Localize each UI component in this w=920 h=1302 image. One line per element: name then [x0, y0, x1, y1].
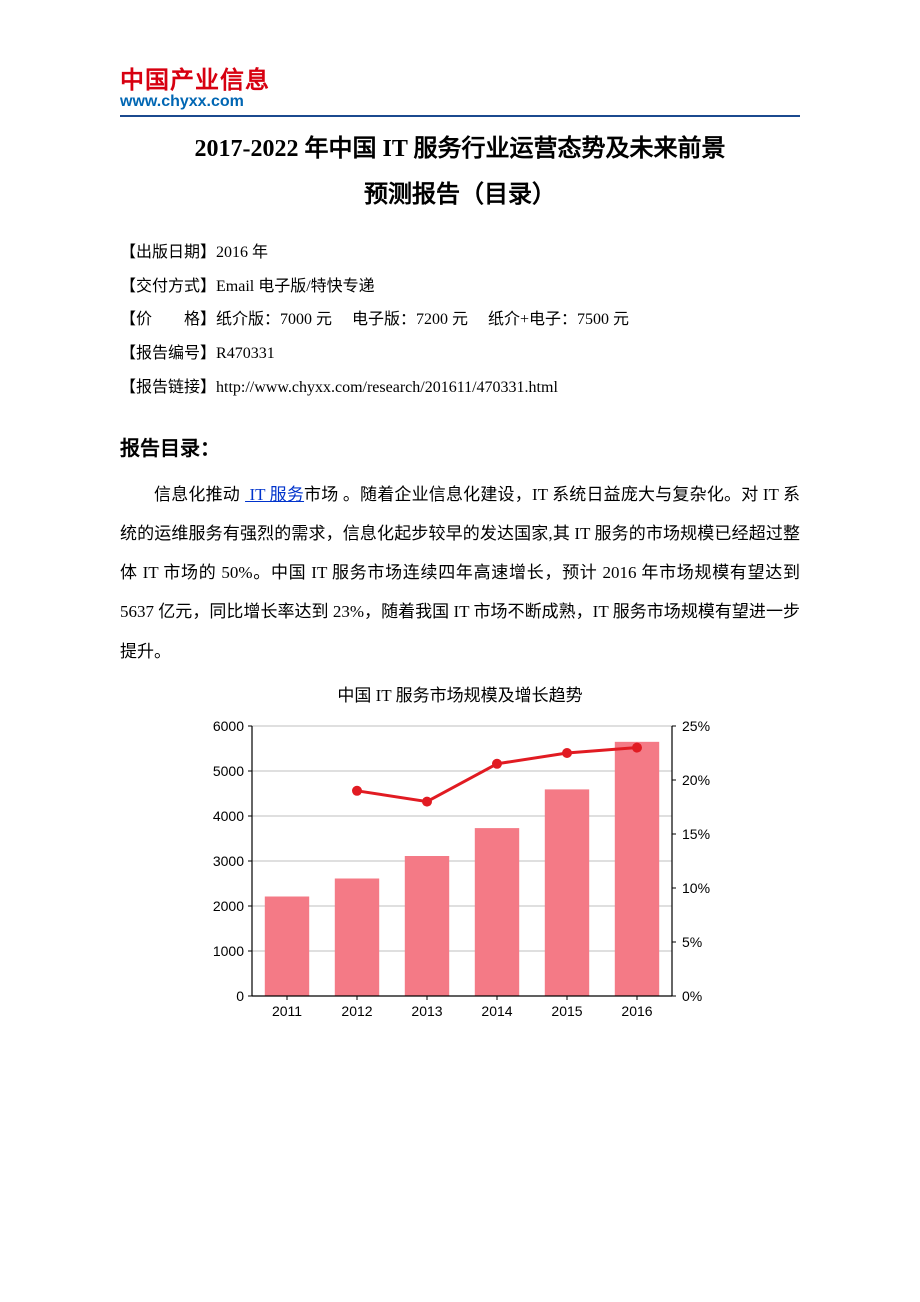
report-meta: 【出版日期】2016 年 【交付方式】Email 电子版/特快专递 【价 格】纸… [120, 236, 800, 404]
header-divider [120, 115, 800, 117]
logo-url: www.chyxx.com [120, 93, 800, 111]
svg-text:4000: 4000 [213, 808, 244, 824]
intro-paragraph: 信息化推动 IT 服务市场 。随着企业信息化建设，IT 系统日益庞大与复杂化。对… [120, 475, 800, 670]
meta-value: http://www.chyxx.com/research/201611/470… [216, 379, 558, 396]
svg-text:2014: 2014 [481, 1003, 512, 1019]
meta-label: 【出版日期】 [120, 244, 216, 261]
meta-value: R470331 [216, 345, 275, 362]
chart-title: 中国 IT 服务市场规模及增长趋势 [120, 681, 800, 706]
meta-delivery: 【交付方式】Email 电子版/特快专递 [120, 270, 800, 304]
svg-text:3000: 3000 [213, 853, 244, 869]
bar [475, 828, 518, 995]
paragraph-pre: 信息化推动 [154, 485, 240, 504]
logo-chinese: 中国产业信息 [120, 60, 800, 95]
svg-text:2000: 2000 [213, 898, 244, 914]
title-line-1: 2017-2022 年中国 IT 服务行业运营态势及未来前景 [195, 136, 726, 162]
svg-text:2015: 2015 [551, 1003, 582, 1019]
svg-text:1000: 1000 [213, 943, 244, 959]
svg-text:2011: 2011 [272, 1003, 302, 1019]
meta-value: 2016 年 [216, 244, 268, 261]
it-service-link[interactable]: IT 服务 [240, 485, 304, 504]
svg-text:15%: 15% [682, 826, 710, 842]
report-title: 2017-2022 年中国 IT 服务行业运营态势及未来前景 预测报告（目录） [120, 127, 800, 218]
meta-label: 【报告链接】 [120, 379, 216, 396]
line-marker [492, 758, 502, 768]
svg-text:0%: 0% [682, 988, 702, 1004]
svg-text:2016: 2016 [621, 1003, 652, 1019]
line-marker [562, 748, 572, 758]
meta-label: 【交付方式】 [120, 278, 216, 295]
bar [335, 879, 378, 996]
svg-text:20%: 20% [682, 772, 710, 788]
meta-report-link: 【报告链接】http://www.chyxx.com/research/2016… [120, 371, 800, 405]
bar [615, 742, 658, 996]
svg-text:5%: 5% [682, 934, 702, 950]
chart-container: 0 1000 2000 3000 4000 5000 6000 0% 5% 10% 15% 20% 25… [190, 712, 730, 1042]
logo-block: 中国产业信息 www.chyxx.com [120, 60, 800, 111]
svg-text:25%: 25% [682, 718, 710, 734]
toc-heading: 报告目录： [120, 432, 800, 461]
svg-text:2012: 2012 [341, 1003, 372, 1019]
meta-report-id: 【报告编号】R470331 [120, 337, 800, 371]
svg-text:6000: 6000 [213, 718, 244, 734]
line-marker [632, 742, 642, 752]
line-marker [352, 785, 362, 795]
line-marker [422, 796, 432, 806]
bar [265, 897, 308, 996]
title-line-2: 预测报告（目录） [364, 182, 556, 208]
meta-price: 【价 格】纸介版：7000 元 电子版：7200 元 纸介+电子：7500 元 [120, 303, 800, 337]
svg-text:2013: 2013 [411, 1003, 442, 1019]
bar [545, 790, 588, 996]
svg-text:5000: 5000 [213, 763, 244, 779]
meta-value: Email 电子版/特快专递 [216, 278, 375, 295]
meta-label: 【价 格】 [120, 311, 216, 328]
meta-publish-date: 【出版日期】2016 年 [120, 236, 800, 270]
svg-text:10%: 10% [682, 880, 710, 896]
meta-value: 纸介版：7000 元 电子版：7200 元 纸介+电子：7500 元 [216, 311, 629, 328]
svg-text:0: 0 [236, 988, 244, 1004]
market-chart: 0 1000 2000 3000 4000 5000 6000 0% 5% 10% 15% 20% 25… [190, 712, 730, 1042]
paragraph-post: 市场 。随着企业信息化建设，IT 系统日益庞大与复杂化。对 IT 系统的运维服务… [120, 485, 800, 660]
bar [405, 856, 448, 996]
meta-label: 【报告编号】 [120, 345, 216, 362]
